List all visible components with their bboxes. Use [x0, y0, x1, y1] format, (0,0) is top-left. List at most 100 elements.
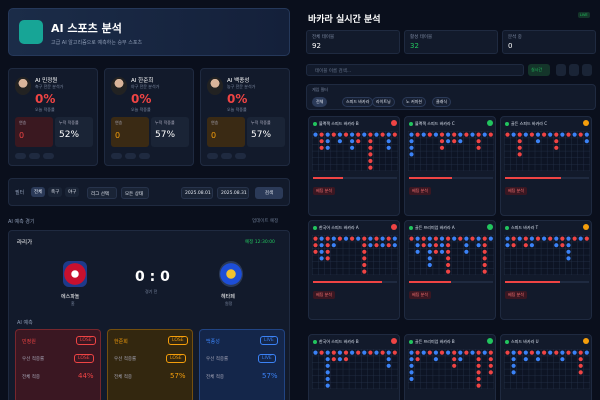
- bead: [409, 376, 414, 382]
- filter-tab[interactable]: 전체: [31, 187, 46, 197]
- table-action[interactable]: 베팅 분석: [505, 187, 527, 195]
- bead: [439, 145, 445, 150]
- section-title: AI 예측 경기: [8, 219, 35, 225]
- bead: [319, 132, 324, 137]
- chip-panel: 게임 필터 전체 스피드 바카라 라이트닝 노 커미션 클래식: [306, 84, 596, 110]
- bead: [452, 357, 457, 362]
- table-card[interactable]: 스피드 바카라 T 베팅 분석: [500, 220, 592, 320]
- table-action[interactable]: 베팅 분석: [313, 291, 335, 299]
- filter-button[interactable]: 검색: [255, 187, 283, 199]
- bead: [350, 236, 355, 241]
- filter-tab[interactable]: 야구: [65, 187, 80, 197]
- bead: [446, 132, 451, 137]
- chip[interactable]: 클래식: [432, 97, 452, 107]
- wins-value: 0: [211, 131, 217, 140]
- chip[interactable]: 스피드 바카라: [342, 97, 374, 107]
- bead: [560, 357, 565, 362]
- table-card[interactable]: 한국어 스피드 바카라 A 베팅 분석: [308, 220, 400, 320]
- table-action[interactable]: 베팅 분석: [409, 187, 431, 195]
- bead: [470, 236, 475, 241]
- bead: [529, 350, 534, 355]
- stat-label: 전체 테이블: [312, 35, 335, 40]
- prediction-card: 민정원 LOSE 우선 적중률 LOSE 전체 적중 44%: [15, 329, 101, 400]
- bead: [343, 132, 349, 137]
- bead: [409, 350, 414, 355]
- live-toggle[interactable]: 실시간: [528, 64, 550, 76]
- bead: [476, 236, 481, 241]
- bead-road: [312, 235, 398, 275]
- filter-tab[interactable]: 축구: [48, 187, 63, 197]
- table-status: [583, 120, 589, 126]
- bead: [542, 236, 547, 241]
- prediction-name: 한준희: [114, 339, 128, 345]
- prediction-label2: 전체 적중: [22, 375, 40, 380]
- chip[interactable]: 라이트닝: [372, 97, 395, 107]
- bead: [427, 243, 432, 248]
- prediction-pct: 44%: [78, 372, 94, 380]
- view-button[interactable]: [569, 64, 579, 76]
- bead: [427, 262, 432, 268]
- bead: [356, 350, 361, 355]
- analyst-rate: 0%: [35, 92, 56, 106]
- table-name: 골든 프리미엄 바카라 A: [415, 225, 455, 230]
- analyst-role: 농구 전문 분석가: [227, 84, 256, 89]
- bead: [362, 350, 367, 355]
- bead: [470, 132, 475, 137]
- analyst-rate: 0%: [227, 92, 248, 106]
- filter-league[interactable]: 리그 선택: [87, 187, 117, 199]
- prediction-result: LIVE: [260, 336, 278, 345]
- bead: [386, 236, 391, 241]
- away-crest: [219, 261, 243, 287]
- chip[interactable]: 전체: [312, 97, 328, 107]
- filter-date_to[interactable]: 2025.08.31: [217, 187, 249, 199]
- table-name: 한국어 스피드 바카라 A: [319, 225, 359, 230]
- prediction-label2: 전체 적중: [206, 375, 224, 380]
- hit-label: 누적 적중률: [251, 120, 271, 125]
- wins-box: 연승 0: [207, 117, 245, 147]
- bead: [584, 132, 589, 137]
- hit-value: 52%: [59, 130, 80, 140]
- table-action[interactable]: 베팅 분석: [409, 291, 431, 299]
- view-button[interactable]: [582, 64, 592, 76]
- view-button[interactable]: [556, 64, 566, 76]
- bead: [476, 350, 481, 355]
- prediction-result: LOSE: [168, 336, 188, 345]
- analyst-rate-label: 오늘 적중률: [227, 107, 247, 112]
- analyst-name: AI 민정원: [35, 78, 58, 84]
- bead: [362, 249, 367, 254]
- prediction-result2: LIVE: [258, 354, 276, 363]
- bead: [409, 152, 414, 157]
- bead: [421, 236, 426, 241]
- prediction-label1: 우선 적중률: [22, 357, 45, 362]
- chip[interactable]: 노 커미션: [402, 97, 426, 107]
- table-card[interactable]: 한국어 스피드 바카라 B: [308, 334, 400, 400]
- bead: [331, 350, 336, 355]
- table-action[interactable]: 베팅 분석: [313, 187, 335, 195]
- progress-track: [409, 281, 493, 283]
- bead: [523, 357, 528, 362]
- analyst-avatar: [207, 77, 223, 95]
- filter-date_from[interactable]: 2025.08.01: [181, 187, 213, 199]
- analyst-card: AI 민정원 축구 전문 분석가 0% 오늘 적중률 연승 0 누적 적중률 52%: [8, 68, 98, 166]
- table-card[interactable]: 골든 프리미엄 바카라 B: [404, 334, 496, 400]
- hit-value: 57%: [155, 130, 176, 140]
- table-dot: [409, 340, 413, 344]
- hit-box: 누적 적중률 57%: [151, 117, 189, 147]
- filter-status[interactable]: 모든 상태: [121, 187, 149, 199]
- bead: [464, 243, 469, 248]
- bead: [439, 139, 445, 144]
- bead: [554, 145, 559, 150]
- analyst-card: AI 한준희 야구 전문 분석가 0% 오늘 적중률 연승 0 누적 적중률 57%: [104, 68, 194, 166]
- bead: [535, 236, 541, 241]
- table-card[interactable]: 블랙잭 스피드 바카라 B 베팅 분석: [308, 116, 400, 216]
- table-card[interactable]: 골든 프리미엄 바카라 A 베팅 분석: [404, 220, 496, 320]
- bead: [505, 243, 510, 248]
- table-card[interactable]: 블랙잭 스피드 바카라 C 베팅 분석: [404, 116, 496, 216]
- table-card[interactable]: 골든 스피드 바카라 C 베팅 분석: [500, 116, 592, 216]
- search-input[interactable]: 테이블 이름 검색...: [306, 64, 524, 76]
- stat-box: 전체 테이블 92: [306, 30, 400, 54]
- table-card[interactable]: 스피드 바카라 U: [500, 334, 592, 400]
- bead: [325, 243, 330, 248]
- bead: [313, 236, 318, 241]
- table-action[interactable]: 베팅 분석: [505, 291, 527, 299]
